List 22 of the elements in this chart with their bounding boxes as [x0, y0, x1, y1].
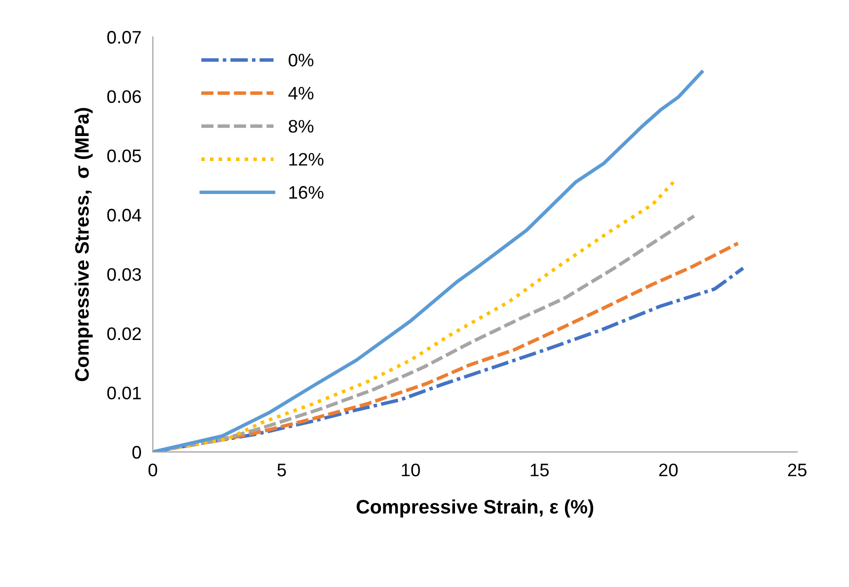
x-tick-label: 5 [277, 464, 286, 476]
x-tick-label: 15 [530, 464, 549, 476]
y-tick-label: 0.02 [107, 327, 141, 340]
x-tick-label: 25 [788, 464, 806, 476]
legend-label: 4% [288, 86, 314, 100]
y-tick-label: 0.03 [107, 268, 141, 281]
x-tick-label: 10 [402, 464, 420, 476]
y-tick-label: 0.07 [107, 30, 141, 44]
y-tick-label: 0.01 [107, 386, 141, 400]
x-tick-label: 20 [659, 464, 678, 476]
legend-label: 12% [289, 152, 324, 166]
y-tick-label: 0 [132, 446, 142, 459]
y-tick-label: 0.06 [107, 90, 141, 103]
legend-label: 0% [288, 54, 314, 66]
y-tick-label: 0.04 [107, 208, 142, 222]
y-tick-label: 0.05 [107, 149, 141, 162]
line-series [152, 70, 704, 452]
x-axis-title: Compressive Strain, ε (%) [356, 499, 594, 518]
legend-label: 8% [288, 120, 314, 133]
x-tick-label: 0 [148, 464, 158, 476]
y-axis-title: Compressive Stress, σ (MPa) [74, 108, 93, 382]
legend-label: 16% [289, 186, 324, 199]
